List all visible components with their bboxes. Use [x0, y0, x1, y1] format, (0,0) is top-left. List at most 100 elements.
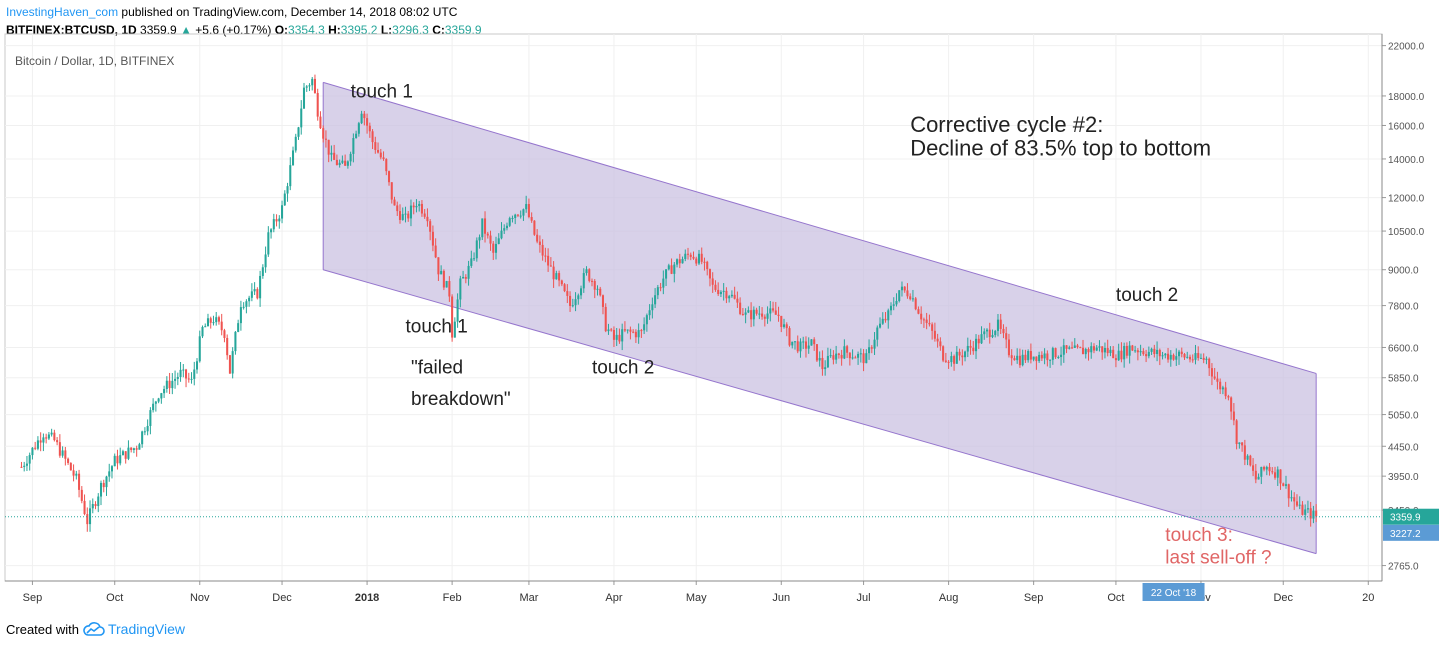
candle — [313, 74, 316, 94]
tradingview-brand: TradingView — [107, 621, 186, 637]
candle — [623, 321, 626, 333]
candle-body — [815, 344, 818, 361]
candle — [1249, 454, 1252, 467]
candle — [1194, 344, 1197, 365]
candle-body — [1057, 357, 1060, 359]
author-link[interactable]: InvestingHaven_com — [6, 5, 119, 19]
tradingview-logo[interactable]: TradingView — [83, 621, 185, 637]
candle-body — [1161, 355, 1164, 357]
candle — [275, 214, 278, 227]
candle-body — [1219, 381, 1222, 390]
candle-body — [552, 266, 555, 280]
candle-body — [1241, 442, 1244, 446]
candle-body — [185, 369, 188, 379]
candle — [925, 312, 928, 330]
candle-body — [914, 298, 917, 310]
candle-body — [1287, 484, 1290, 499]
candle-body — [1230, 397, 1233, 412]
candle — [464, 274, 467, 284]
candle-body — [1257, 476, 1260, 480]
candle-body — [1290, 497, 1293, 499]
candle — [840, 349, 843, 366]
candle-body — [1142, 351, 1145, 355]
candle — [700, 247, 703, 265]
candle — [596, 285, 599, 296]
candle — [78, 469, 81, 498]
candle-body — [1103, 348, 1106, 353]
candle-body — [429, 221, 432, 232]
candle-body — [387, 171, 391, 183]
candle-body — [1246, 455, 1249, 460]
candle — [829, 348, 832, 358]
candle-body — [1120, 350, 1123, 360]
candle — [242, 302, 245, 310]
candle-body — [256, 289, 259, 299]
candle-body — [379, 152, 382, 158]
candle-body — [464, 277, 467, 279]
candle — [209, 316, 212, 329]
candle-body — [431, 231, 434, 246]
y-tick-label: 10500.0 — [1388, 227, 1425, 238]
y-tick-label: 3950.0 — [1388, 472, 1419, 483]
candle — [374, 136, 377, 154]
candle — [662, 270, 665, 295]
candle — [23, 461, 26, 472]
candle — [1205, 356, 1208, 365]
candle-body — [69, 462, 72, 471]
candle-body — [1183, 354, 1186, 358]
candle-body — [407, 213, 410, 219]
candle-body — [99, 482, 103, 497]
candle-body — [335, 159, 338, 165]
candle — [1273, 466, 1277, 480]
candle — [1051, 346, 1054, 365]
candle-body — [415, 205, 418, 208]
candle-body — [1235, 420, 1238, 444]
candle-body — [385, 159, 388, 172]
y-tick-label: 14000.0 — [1388, 155, 1425, 166]
candle-body — [999, 319, 1002, 329]
candle-body — [1076, 345, 1079, 348]
candle — [637, 323, 640, 344]
candle-body — [1188, 356, 1192, 360]
x-tick-label: Sep — [1024, 592, 1044, 604]
candle-body — [138, 444, 141, 450]
candle — [86, 507, 89, 532]
candle-body — [349, 153, 352, 162]
chart-title: Bitcoin / Dollar, 1D, BITFINEX — [15, 54, 174, 68]
candle-body — [681, 259, 684, 264]
candle — [396, 201, 399, 216]
candle — [931, 322, 934, 340]
candle-body — [1263, 466, 1266, 470]
candle-body — [527, 204, 530, 218]
chart-annotation: touch 3: — [1165, 525, 1233, 546]
candle-body — [105, 476, 108, 488]
candle-body — [736, 298, 739, 303]
candle-body — [198, 336, 201, 362]
candle-body — [1271, 471, 1274, 473]
candle — [47, 432, 50, 441]
candle — [807, 337, 810, 354]
candle-body — [283, 193, 286, 206]
x-tick-label: Nov — [190, 592, 210, 604]
candle — [484, 211, 487, 243]
candle — [231, 347, 234, 379]
candle — [387, 170, 391, 186]
candle-body — [788, 328, 791, 346]
candle — [72, 464, 75, 482]
candle-body — [761, 313, 764, 317]
candle-body — [23, 465, 26, 467]
candle-body — [300, 108, 303, 128]
candle — [758, 305, 761, 320]
candle-body — [1109, 349, 1112, 354]
candle-body — [143, 431, 146, 433]
candle-body — [1227, 396, 1230, 398]
candle-body — [250, 291, 253, 298]
candle — [1227, 394, 1230, 401]
candle — [719, 290, 722, 297]
candle-body — [909, 296, 912, 300]
y-tick-label: 5850.0 — [1388, 374, 1419, 385]
candle-body — [714, 284, 717, 290]
candle — [346, 160, 349, 169]
candle-body — [689, 254, 692, 257]
